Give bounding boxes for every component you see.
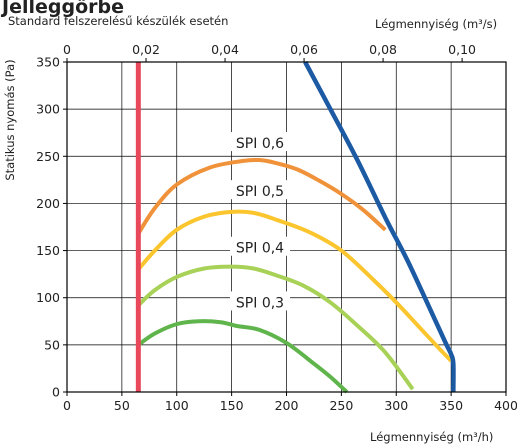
x-tick-label: 400 bbox=[494, 398, 517, 413]
y-tick-label: 300 bbox=[36, 102, 60, 117]
y-tick-label: 100 bbox=[36, 290, 60, 305]
x-axis-bottom-label: Légmennyiség (m³/h) bbox=[370, 430, 493, 444]
annotation-bg bbox=[230, 180, 291, 200]
y-axis-ticks: 0 50 100 150 200 250 300 350 bbox=[36, 55, 67, 400]
top-tick-label: 0,04 bbox=[211, 42, 239, 57]
annotation-bg bbox=[230, 291, 291, 311]
x-tick-label: 300 bbox=[384, 398, 408, 413]
y-tick-label: 0 bbox=[52, 385, 60, 400]
y-tick-label: 350 bbox=[36, 55, 60, 70]
bottom-axis-ticks: 0 50 100 150 200 250 300 350 400 bbox=[63, 392, 517, 413]
y-tick-label: 250 bbox=[36, 149, 60, 164]
x-tick-label: 200 bbox=[275, 398, 299, 413]
top-axis-ticks: 0 0,02 0,04 0,06 0,08 0,10 bbox=[63, 42, 476, 62]
annotation-bg bbox=[230, 132, 291, 152]
annotation-label: SPI 0,3 bbox=[236, 295, 284, 311]
top-tick-label: 0,06 bbox=[290, 42, 318, 57]
series-line-4 bbox=[303, 60, 456, 393]
annotation-bg bbox=[230, 236, 291, 256]
series-line-2 bbox=[136, 264, 415, 391]
series-line-1 bbox=[136, 209, 453, 363]
top-tick-label: 0,10 bbox=[448, 42, 476, 57]
chart-subtitle: Standard felszerelésű készülék esetén bbox=[8, 14, 228, 28]
cut-title: Jelleggörbe bbox=[0, 0, 124, 18]
annotation-label: SPI 0,4 bbox=[236, 241, 284, 257]
series-line-0 bbox=[136, 157, 387, 235]
x-axis-top-label: Légmennyiség (m³/s) bbox=[375, 17, 497, 31]
series-lines bbox=[135, 60, 456, 394]
annotation-label: SPI 0,6 bbox=[236, 136, 284, 152]
top-tick-label: 0,02 bbox=[132, 42, 160, 57]
plot-frame bbox=[66, 61, 507, 393]
y-tick-label: 50 bbox=[44, 337, 60, 352]
x-tick-label: 50 bbox=[114, 398, 130, 413]
annotation-label: SPI 0,5 bbox=[236, 184, 284, 200]
y-tick-label: 150 bbox=[36, 243, 60, 258]
top-tick-label: 0 bbox=[63, 42, 71, 57]
y-axis-label: Statikus nyomás (Pa) bbox=[3, 59, 17, 180]
x-tick-label: 350 bbox=[439, 398, 463, 413]
annotations: SPI 0,6 SPI 0,5 SPI 0,4 SPI 0,3 bbox=[230, 132, 291, 311]
x-tick-label: 0 bbox=[63, 398, 71, 413]
x-tick-label: 100 bbox=[165, 398, 189, 413]
series-line-3 bbox=[137, 319, 349, 394]
x-tick-label: 150 bbox=[220, 398, 244, 413]
x-tick-label: 250 bbox=[329, 398, 353, 413]
top-tick-label: 0,08 bbox=[369, 42, 397, 57]
y-tick-label: 200 bbox=[36, 196, 60, 211]
